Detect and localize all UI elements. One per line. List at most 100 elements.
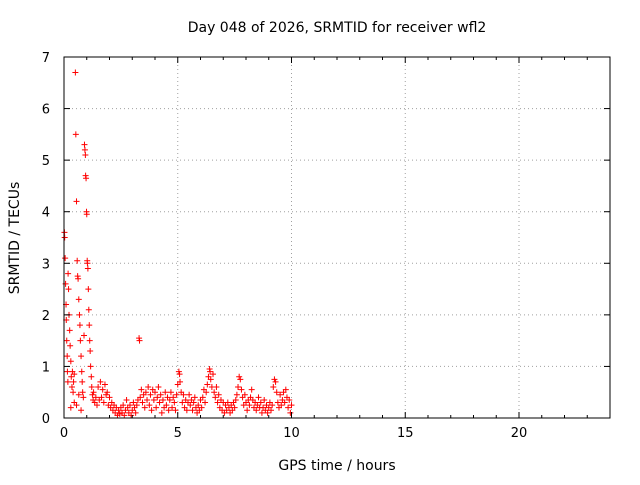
data-point-0-196 — [238, 386, 245, 393]
data-point-0-33 — [78, 368, 85, 375]
data-point-0-150 — [187, 402, 194, 409]
data-point-0-32 — [78, 353, 85, 360]
data-point-0-51 — [86, 337, 93, 344]
data-point-0-122 — [156, 399, 163, 406]
data-point-0-111 — [144, 396, 151, 403]
data-point-0-2 — [62, 255, 69, 262]
data-point-0-195 — [237, 376, 244, 383]
data-point-0-17 — [68, 384, 75, 391]
data-point-0-30 — [76, 322, 83, 329]
data-point-0-201 — [244, 407, 251, 414]
data-point-0-36 — [80, 394, 87, 401]
data-point-0-28 — [75, 296, 82, 303]
data-point-0-133 — [169, 404, 176, 411]
data-point-0-49 — [85, 306, 92, 313]
data-point-0-60 — [73, 402, 80, 409]
data-point-0-184 — [224, 399, 231, 406]
data-point-0-10 — [65, 270, 72, 277]
data-point-0-216 — [261, 396, 268, 403]
data-point-0-149 — [186, 391, 193, 398]
data-point-0-209 — [253, 407, 260, 414]
data-point-0-58 — [67, 404, 74, 411]
x-tick-label-0: 0 — [60, 426, 68, 441]
data-point-0-101 — [133, 402, 140, 409]
data-point-0-7 — [64, 353, 71, 360]
data-point-0-137 — [173, 391, 180, 398]
data-point-0-121 — [155, 384, 162, 391]
data-point-0-96 — [128, 412, 135, 419]
data-point-0-213 — [257, 399, 264, 406]
data-point-0-227 — [273, 389, 280, 396]
data-point-0-194 — [236, 373, 243, 380]
data-point-0-120 — [154, 394, 161, 401]
data-point-0-89 — [120, 402, 127, 409]
data-point-0-172 — [211, 389, 218, 396]
data-point-0-106 — [138, 386, 145, 393]
data-point-0-224 — [270, 384, 277, 391]
data-point-0-119 — [153, 404, 160, 411]
data-point-0-35 — [79, 389, 86, 396]
data-point-0-153 — [190, 399, 197, 406]
data-point-0-140 — [176, 371, 183, 378]
data-point-0-109 — [141, 404, 148, 411]
data-point-0-44 — [83, 211, 90, 218]
data-point-0-38 — [81, 141, 88, 148]
data-point-0-74 — [103, 391, 110, 398]
data-point-0-230 — [277, 391, 284, 398]
data-point-0-98 — [130, 399, 137, 406]
data-point-0-70 — [98, 394, 105, 401]
data-point-0-53 — [87, 363, 94, 370]
data-point-0-24 — [73, 198, 80, 205]
data-point-0-22 — [72, 69, 79, 76]
data-point-0-168 — [207, 368, 214, 375]
data-point-0-23 — [72, 131, 79, 138]
data-point-0-90 — [121, 412, 128, 419]
data-point-0-144 — [180, 391, 187, 398]
data-point-0-234 — [281, 399, 288, 406]
data-point-0-25 — [74, 257, 81, 264]
data-point-0-139 — [175, 368, 182, 375]
x-axis-label: GPS time / hours — [278, 458, 395, 474]
data-point-0-77 — [106, 394, 113, 401]
data-point-0-67 — [95, 384, 102, 391]
data-point-0-123 — [157, 391, 164, 398]
data-point-0-192 — [233, 391, 240, 398]
data-point-0-132 — [167, 389, 174, 396]
data-point-0-9 — [64, 378, 71, 385]
x-tick-label-3: 15 — [397, 426, 414, 441]
data-point-0-176 — [215, 391, 222, 398]
data-point-0-160 — [198, 404, 205, 411]
data-point-0-16 — [68, 373, 75, 380]
data-point-0-131 — [166, 396, 173, 403]
data-point-0-29 — [76, 311, 83, 318]
data-point-0-42 — [83, 175, 90, 182]
data-point-0-225 — [271, 376, 278, 383]
data-point-0-14 — [67, 342, 74, 349]
data-point-0-73 — [101, 381, 108, 388]
data-point-0-52 — [87, 347, 94, 354]
data-point-0-134 — [170, 394, 177, 401]
data-point-0-152 — [189, 407, 196, 414]
data-point-0-62 — [78, 407, 85, 414]
data-point-0-169 — [207, 376, 214, 383]
data-point-0-235 — [282, 386, 289, 393]
data-point-0-92 — [123, 396, 130, 403]
data-point-0-231 — [278, 402, 285, 409]
data-point-0-71 — [99, 386, 106, 393]
data-point-0-61 — [75, 391, 82, 398]
data-point-0-164 — [203, 389, 210, 396]
data-point-0-75 — [104, 389, 111, 396]
data-point-0-117 — [150, 396, 157, 403]
data-point-0-56 — [89, 391, 96, 398]
data-point-0-174 — [213, 384, 220, 391]
data-point-0-127 — [162, 389, 169, 396]
data-point-0-223 — [269, 402, 276, 409]
data-point-0-165 — [204, 381, 211, 388]
data-point-0-46 — [84, 260, 91, 267]
y-tick-label-7: 7 — [42, 51, 50, 66]
y-tick-label-4: 4 — [42, 206, 50, 221]
y-tick-label-2: 2 — [42, 309, 50, 324]
data-point-0-205 — [248, 386, 255, 393]
